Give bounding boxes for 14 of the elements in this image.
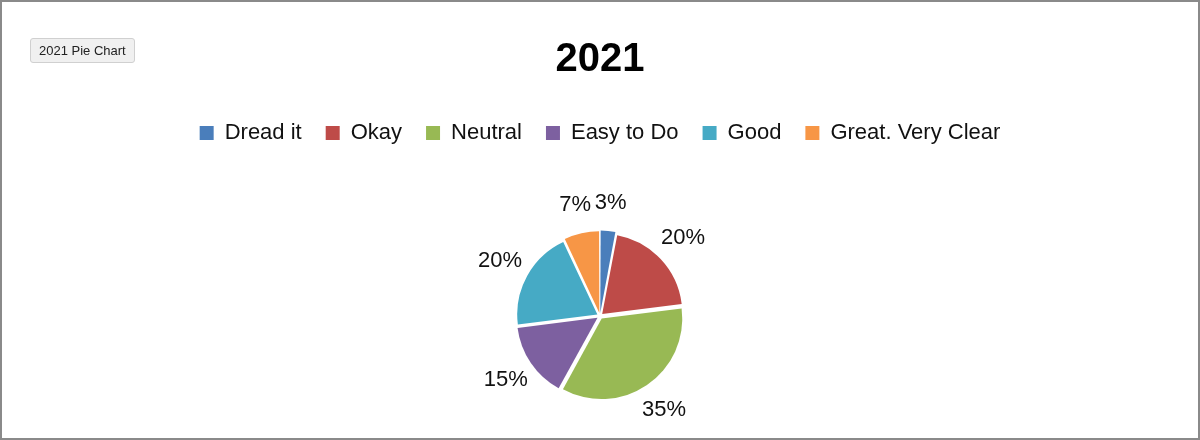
legend-label: Good — [727, 119, 782, 145]
text: 2021 Pie Chart — [30, 38, 135, 63]
data-label: 15% — [483, 366, 528, 392]
chart-title: 2021 — [555, 35, 645, 80]
legend-label: Okay — [350, 119, 403, 145]
data-label: 20% — [478, 247, 523, 273]
legend-label: Great. Very Clear — [830, 119, 1001, 145]
legend-label: Easy to Do — [570, 119, 679, 145]
data-label: 3% — [594, 188, 627, 214]
data-label: 7% — [559, 190, 592, 216]
data-label: 35% — [642, 396, 687, 422]
data-label: 20% — [661, 224, 706, 250]
legend-label: Dread it — [224, 119, 302, 145]
legend-label: Neutral — [451, 119, 522, 145]
